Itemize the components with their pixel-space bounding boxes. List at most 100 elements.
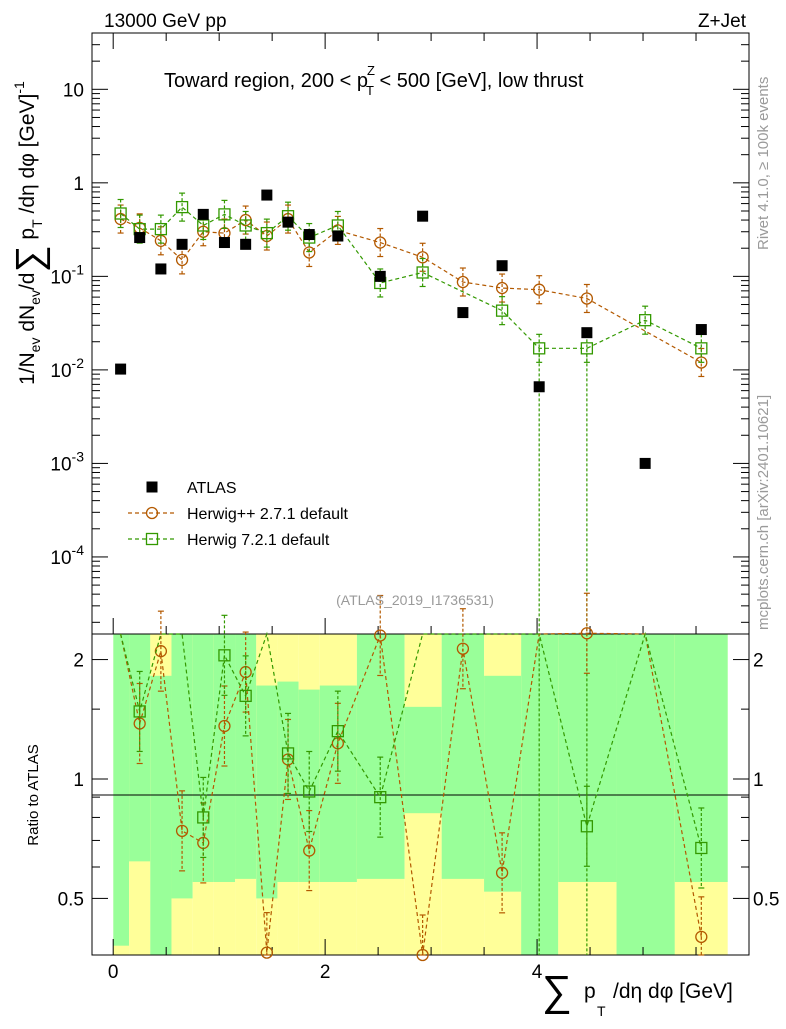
data-point [533, 283, 546, 296]
beam-label: 13000 GeV pp [104, 11, 227, 32]
data-point [197, 219, 210, 232]
data-point [114, 207, 127, 220]
data-point [695, 324, 707, 336]
data-point [456, 275, 470, 289]
data-point [134, 232, 146, 244]
data-point [197, 208, 209, 220]
data-point [218, 208, 231, 221]
ratio-point [175, 824, 189, 838]
legend-label: Herwig++ 2.7.1 default [187, 506, 349, 523]
x-axis-label: ∑ p T /dη dφ [GeV] [542, 967, 733, 1019]
svg-text:/dη dφ [GeV]: /dη dφ [GeV] [613, 980, 733, 1003]
data-point [240, 238, 252, 250]
data-point [495, 304, 509, 317]
ratio-point [695, 841, 708, 855]
data-point [175, 253, 189, 267]
series-line [120, 206, 702, 349]
data-point [260, 226, 273, 240]
rivet-label: Rivet 4.1.0, ≥ 100k events [755, 77, 772, 250]
data-point [496, 260, 508, 272]
ratio-point [218, 649, 231, 662]
ratio-point [456, 642, 470, 655]
ratio-point [197, 811, 210, 824]
data-point [457, 307, 469, 319]
analysis-id: (ATLAS_2019_I1736531) [336, 592, 494, 608]
y-tick-label: 10-4 [50, 542, 84, 569]
ratio-tick-label-right: 2 [753, 651, 764, 672]
legend-marker [145, 532, 159, 546]
data-point [154, 222, 168, 236]
ratio-point [331, 725, 344, 738]
legend-marker [146, 481, 158, 493]
data-point [639, 457, 651, 469]
legend-label: Herwig 7.2.1 default [187, 532, 330, 549]
main-ylabel: 1/Nev dNev/d∑ pT /dη dφ [GeV]-1 [9, 81, 51, 385]
ratio-point [154, 645, 168, 658]
legend-label: ATLAS [187, 480, 237, 497]
data-point [580, 292, 594, 305]
data-point [303, 246, 316, 259]
svg-text:1/Nev dNev/d∑ pT /dη dφ [GeV]: 1/Nev dNev/d∑ pT /dη dφ [GeV]-1 [9, 81, 51, 385]
data-point [282, 216, 294, 228]
ratio-band-inner [113, 634, 130, 946]
ratio-point [580, 627, 594, 640]
svg-text:T: T [597, 1003, 606, 1019]
data-point [218, 237, 230, 249]
series-herwig7 [114, 192, 708, 955]
series-atlas [115, 189, 707, 469]
data-point [374, 270, 386, 282]
ratio-point [281, 747, 295, 760]
ratio-ylabel: Ratio to ATLAS [25, 744, 42, 845]
ratio-point [374, 629, 387, 642]
svg-text:∑: ∑ [542, 967, 572, 1014]
data-point [303, 229, 315, 241]
data-point [639, 314, 652, 327]
axis-ticks: 10 1 10-1 10-2 10-3 10-4 2 2 1 1 0.5 0.5 0 2 4 [50, 32, 779, 983]
data-point [239, 219, 252, 232]
data-point [416, 251, 429, 264]
data-point [495, 281, 509, 295]
ratio-point [239, 689, 252, 703]
ratio-point [495, 866, 509, 879]
ratio-point [374, 790, 387, 804]
data-point [695, 342, 708, 355]
ratio-point [416, 948, 429, 962]
ratio-band-inner [150, 675, 172, 955]
mcplots-label: mcplots.cern.ch [arXiv:2401.10621] [755, 395, 772, 630]
data-point [332, 230, 344, 242]
ratio-tick-label: 2 [73, 651, 84, 672]
y-tick-label: 10-3 [50, 448, 84, 475]
ratio-tick-label: 1 [73, 770, 84, 791]
ratio-point [695, 930, 708, 943]
data-point [581, 327, 593, 339]
ratio-tick-label-right: 1 [753, 770, 764, 791]
y-tick-label: 10-1 [50, 261, 84, 288]
y-tick-label: 1 [73, 174, 84, 195]
data-point [416, 266, 429, 279]
ratio-point [303, 785, 316, 798]
ratio-point [133, 705, 146, 718]
x-tick-label: 4 [532, 962, 543, 983]
ratio-point [580, 820, 594, 833]
chart-title: Toward region, 200 < pZ T < 500 [GeV], lo… [164, 63, 584, 98]
data-point [374, 236, 387, 249]
ratio-band-inner [235, 634, 257, 879]
ratio-point [218, 719, 231, 733]
data-point [261, 189, 273, 201]
ratio-point [260, 946, 273, 959]
y-tick-label: 10-2 [50, 355, 84, 382]
data-point [176, 238, 188, 250]
data-point [155, 263, 167, 275]
legend-marker [145, 506, 159, 520]
data-point [115, 363, 127, 375]
ratio-band-inner [256, 685, 278, 899]
x-tick-label: 0 [108, 962, 119, 983]
svg-text:p: p [584, 980, 596, 1003]
ratio-tick-label-right: 0.5 [753, 889, 779, 910]
x-tick-label: 2 [320, 962, 331, 983]
series-line [120, 218, 702, 364]
data-point [175, 200, 189, 214]
data-point [533, 381, 545, 393]
